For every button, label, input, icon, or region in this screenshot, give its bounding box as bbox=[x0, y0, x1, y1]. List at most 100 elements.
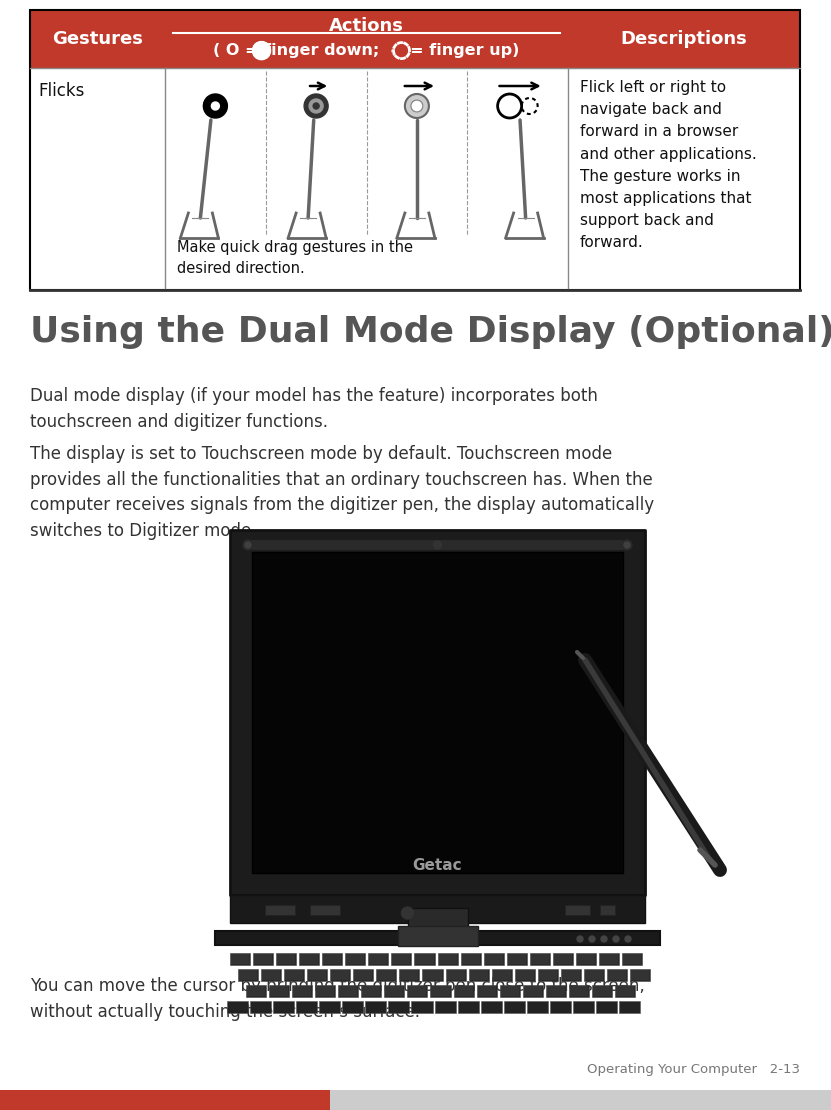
Bar bbox=[492, 969, 512, 981]
Circle shape bbox=[405, 94, 429, 118]
Bar bbox=[431, 986, 450, 996]
Bar bbox=[600, 905, 615, 915]
Text: Flicks: Flicks bbox=[38, 82, 85, 100]
Bar bbox=[253, 953, 273, 965]
Circle shape bbox=[589, 936, 595, 942]
Bar bbox=[319, 1001, 340, 1013]
Circle shape bbox=[204, 94, 228, 118]
Bar bbox=[622, 953, 642, 965]
Text: ( O = finger down;  ◌ = finger up): ( O = finger down; ◌ = finger up) bbox=[214, 43, 519, 58]
Bar bbox=[484, 953, 504, 965]
Text: You can move the cursor by bringing the digitizer pen close to the screen,
witho: You can move the cursor by bringing the … bbox=[30, 977, 645, 1021]
Bar bbox=[584, 969, 604, 981]
Bar bbox=[293, 985, 312, 997]
Bar bbox=[231, 953, 249, 963]
Bar bbox=[600, 953, 618, 963]
Bar bbox=[354, 970, 372, 980]
Bar bbox=[276, 953, 296, 965]
Circle shape bbox=[601, 936, 607, 942]
Bar bbox=[516, 970, 534, 980]
Bar bbox=[476, 985, 497, 997]
Bar bbox=[332, 970, 349, 980]
Bar bbox=[339, 986, 357, 996]
Bar bbox=[439, 953, 456, 963]
Bar bbox=[455, 986, 473, 996]
Bar bbox=[446, 970, 465, 980]
Text: Dual mode display (if your model has the feature) incorporates both
touchscreen : Dual mode display (if your model has the… bbox=[30, 387, 597, 431]
Bar bbox=[254, 953, 272, 963]
Bar bbox=[424, 970, 441, 980]
Text: Operating Your Computer   2-13: Operating Your Computer 2-13 bbox=[587, 1063, 800, 1076]
Bar bbox=[435, 1001, 455, 1013]
Circle shape bbox=[211, 102, 219, 110]
Circle shape bbox=[498, 94, 522, 118]
Text: The display is set to Touchscreen mode by default. Touchscreen mode
provides all: The display is set to Touchscreen mode b… bbox=[30, 445, 654, 541]
Bar bbox=[623, 953, 641, 963]
Bar bbox=[437, 953, 458, 965]
Bar bbox=[384, 985, 405, 997]
Bar bbox=[615, 985, 635, 997]
Bar bbox=[230, 953, 250, 965]
Bar bbox=[599, 953, 619, 965]
Bar bbox=[407, 985, 427, 997]
Text: Make quick drag gestures in the
desired direction.: Make quick drag gestures in the desired … bbox=[177, 240, 413, 276]
Bar bbox=[323, 953, 342, 963]
Bar bbox=[469, 969, 489, 981]
Bar bbox=[546, 985, 566, 997]
Bar bbox=[454, 985, 474, 997]
Circle shape bbox=[304, 94, 328, 118]
Bar bbox=[246, 985, 266, 997]
Bar bbox=[262, 970, 280, 980]
Bar bbox=[573, 1001, 594, 1013]
Circle shape bbox=[309, 99, 323, 113]
Bar bbox=[307, 969, 327, 981]
Text: Descriptions: Descriptions bbox=[621, 30, 747, 48]
Circle shape bbox=[253, 42, 269, 59]
Bar bbox=[377, 970, 396, 980]
Circle shape bbox=[245, 542, 251, 548]
Bar bbox=[308, 970, 327, 980]
Bar bbox=[316, 986, 334, 996]
Bar bbox=[499, 985, 519, 997]
Bar bbox=[273, 1001, 294, 1013]
Circle shape bbox=[622, 539, 632, 549]
Bar bbox=[386, 986, 403, 996]
Bar bbox=[300, 953, 318, 963]
Circle shape bbox=[411, 100, 423, 112]
Bar bbox=[347, 953, 364, 963]
Bar bbox=[30, 10, 800, 68]
Bar bbox=[460, 953, 480, 965]
Bar bbox=[330, 969, 351, 981]
Bar bbox=[507, 953, 527, 965]
Circle shape bbox=[243, 539, 253, 549]
Bar bbox=[362, 986, 381, 996]
Bar bbox=[561, 969, 581, 981]
Bar bbox=[400, 969, 420, 981]
Bar bbox=[342, 1001, 363, 1013]
Bar bbox=[500, 986, 519, 996]
Bar bbox=[508, 953, 526, 963]
Bar bbox=[630, 969, 650, 981]
Bar bbox=[529, 953, 550, 965]
Bar bbox=[585, 970, 602, 980]
Bar bbox=[538, 970, 557, 980]
Bar bbox=[250, 1001, 271, 1013]
Bar bbox=[252, 552, 623, 872]
Circle shape bbox=[313, 103, 319, 109]
Bar bbox=[252, 539, 623, 549]
Bar bbox=[596, 1001, 617, 1013]
Bar bbox=[415, 953, 435, 965]
Bar bbox=[577, 953, 595, 963]
Circle shape bbox=[624, 542, 630, 548]
Bar bbox=[369, 953, 387, 963]
Bar bbox=[408, 986, 426, 996]
Bar bbox=[391, 953, 411, 965]
Bar bbox=[547, 986, 565, 996]
Bar bbox=[430, 985, 450, 997]
Bar bbox=[368, 953, 388, 965]
Bar bbox=[376, 969, 396, 981]
Bar bbox=[538, 969, 558, 981]
Bar bbox=[293, 986, 311, 996]
Bar bbox=[388, 1001, 410, 1013]
Bar bbox=[315, 985, 335, 997]
